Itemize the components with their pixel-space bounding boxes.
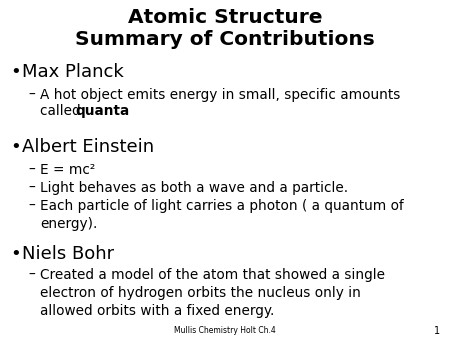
Text: –: – — [28, 199, 35, 213]
Text: Max Planck: Max Planck — [22, 63, 124, 81]
Text: called: called — [40, 104, 85, 118]
Text: Mullis Chemistry Holt Ch.4: Mullis Chemistry Holt Ch.4 — [174, 326, 276, 335]
Text: 1: 1 — [434, 326, 440, 336]
Text: –: – — [28, 181, 35, 195]
Text: .: . — [109, 104, 113, 118]
Text: E = mc²: E = mc² — [40, 163, 95, 177]
Text: Niels Bohr: Niels Bohr — [22, 245, 114, 263]
Text: Albert Einstein: Albert Einstein — [22, 138, 154, 156]
Text: •: • — [10, 63, 21, 81]
Text: Summary of Contributions: Summary of Contributions — [75, 30, 375, 49]
Text: Each particle of light carries a photon ( a quantum of
energy).: Each particle of light carries a photon … — [40, 199, 404, 231]
Text: quanta: quanta — [75, 104, 129, 118]
Text: Atomic Structure: Atomic Structure — [128, 8, 322, 27]
Text: •: • — [10, 245, 21, 263]
Text: Light behaves as both a wave and a particle.: Light behaves as both a wave and a parti… — [40, 181, 348, 195]
Text: –: – — [28, 163, 35, 177]
Text: A hot object emits energy in small, specific amounts: A hot object emits energy in small, spec… — [40, 88, 401, 102]
Text: Created a model of the atom that showed a single
electron of hydrogen orbits the: Created a model of the atom that showed … — [40, 268, 385, 318]
Text: –: – — [28, 268, 35, 282]
Text: –: – — [28, 88, 35, 102]
Text: •: • — [10, 138, 21, 156]
